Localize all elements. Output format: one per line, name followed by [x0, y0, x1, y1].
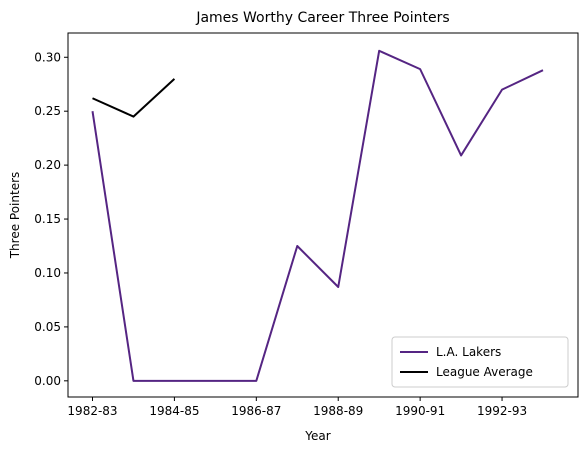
x-tick-label: 1988-89	[313, 404, 363, 418]
y-tick-label: 0.25	[34, 104, 61, 118]
x-tick-label: 1982-83	[67, 404, 117, 418]
legend: L.A. Lakers League Average	[391, 336, 569, 388]
series-line-1	[92, 78, 176, 118]
y-tick-label: 0.05	[34, 320, 61, 334]
legend-box	[391, 336, 569, 388]
chart-title: James Worthy Career Three Pointers	[195, 10, 449, 26]
x-tick-label: 1984-85	[149, 404, 199, 418]
legend-label: L.A. Lakers	[436, 345, 501, 359]
y-tick-label: 0.15	[34, 212, 61, 226]
legend-label: League Average	[436, 365, 533, 379]
plot-area-frame	[67, 32, 579, 398]
x-tick-label: 1986-87	[231, 404, 281, 418]
y-axis-label: Three Pointers	[8, 172, 22, 260]
series-line-0	[91, 49, 544, 382]
y-tick-label: 0.20	[34, 158, 61, 172]
y-tick-label: 0.00	[34, 374, 61, 388]
x-axis-label: Year	[304, 429, 330, 443]
x-tick-label: 1990-91	[395, 404, 445, 418]
y-tick-label: 0.10	[34, 266, 61, 280]
y-tick-label: 0.30	[34, 50, 61, 64]
x-tick-label: 1992-93	[477, 404, 527, 418]
